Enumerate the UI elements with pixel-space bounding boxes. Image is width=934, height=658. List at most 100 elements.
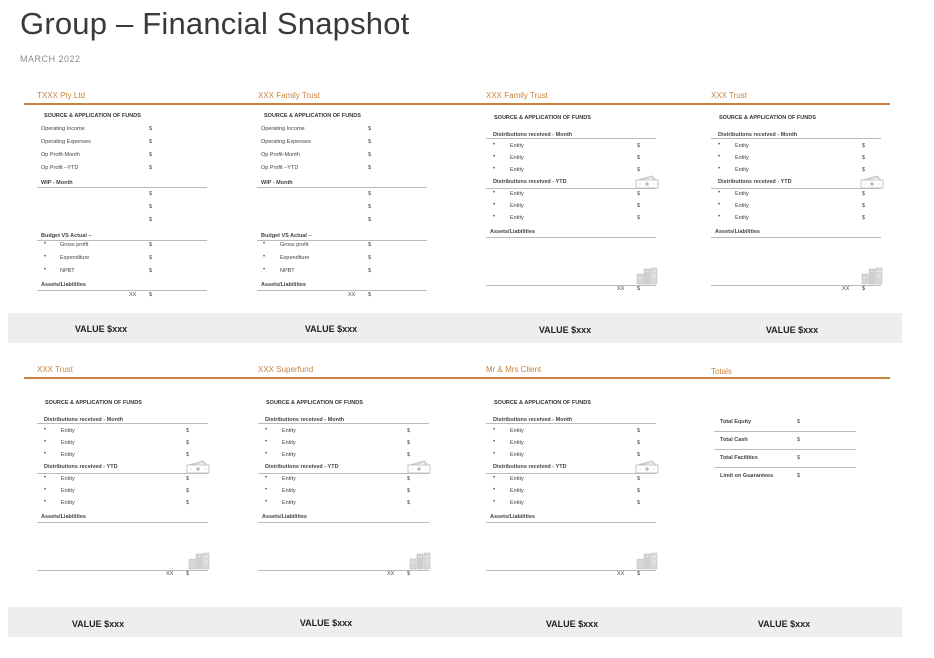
- bullet: •: [263, 241, 266, 247]
- dollar: $: [186, 500, 190, 506]
- dollar: $: [368, 242, 372, 248]
- dollar: $: [637, 428, 641, 434]
- dollar: $: [637, 143, 641, 149]
- top-section-rule: [24, 103, 890, 105]
- rule: [711, 138, 881, 139]
- rule: [486, 423, 656, 424]
- dollar: $: [637, 571, 641, 577]
- rule: [257, 187, 427, 188]
- entity-value: VALUE $xxx: [299, 618, 353, 628]
- section-heading: SOURCE & APPLICATION OF FUNDS: [719, 115, 816, 121]
- row-heading: Budget VS Actual –: [41, 233, 92, 239]
- entity-label: Entity: [510, 155, 524, 161]
- xx-label: XX: [129, 292, 137, 298]
- row-label: NPBT: [280, 268, 295, 274]
- bullet: •: [265, 487, 268, 493]
- bullet: •: [44, 254, 47, 260]
- section-heading: SOURCE & APPLICATION OF FUNDS: [44, 113, 141, 119]
- entity-label: Entity: [282, 428, 296, 434]
- dollar: $: [368, 139, 372, 145]
- bullet: •: [718, 190, 721, 196]
- dollar: $: [637, 167, 641, 173]
- bullet: •: [44, 475, 47, 481]
- rule: [258, 423, 429, 424]
- rule: [486, 237, 656, 238]
- row-heading: Assets/Liabilities: [261, 282, 306, 288]
- bullet: •: [265, 439, 268, 445]
- rule: [37, 570, 208, 571]
- dollar: $: [637, 191, 641, 197]
- dollar: $: [407, 440, 411, 446]
- entity-name: Mr & Mrs Client: [486, 365, 542, 374]
- bullet: •: [44, 267, 47, 273]
- entity-name: XXX Trust: [37, 365, 74, 374]
- dollar: $: [368, 268, 372, 274]
- row-heading: Distributions received - YTD: [265, 464, 339, 470]
- bullet: •: [493, 154, 496, 160]
- bullet: •: [265, 499, 268, 505]
- entity-label: Entity: [510, 500, 524, 506]
- row-heading: Distributions received - YTD: [493, 179, 567, 185]
- rule: [711, 237, 881, 238]
- rule: [486, 188, 656, 189]
- entity-name: XXX Family Trust: [258, 91, 320, 100]
- dollar: $: [862, 215, 866, 221]
- dollar: $: [149, 139, 153, 145]
- dollar: $: [186, 428, 190, 434]
- rule: [37, 473, 208, 474]
- row-heading: Distributions received - Month: [718, 132, 798, 138]
- dollar: $: [368, 292, 372, 298]
- dollar: $: [149, 152, 153, 158]
- xx-label: XX: [348, 292, 356, 298]
- bullet: •: [718, 142, 721, 148]
- entity-label: Entity: [282, 476, 296, 482]
- rule: [486, 138, 656, 139]
- cash-icon: [635, 460, 659, 479]
- bottom-section-rule: [24, 377, 890, 379]
- rule: [37, 290, 207, 291]
- rule: [714, 467, 856, 468]
- dollar: $: [186, 476, 190, 482]
- dollar: $: [407, 476, 411, 482]
- dollar: $: [149, 126, 153, 132]
- row-label: NPBT: [60, 268, 75, 274]
- xx-label: XX: [166, 571, 174, 577]
- bullet: •: [493, 439, 496, 445]
- dollar: $: [407, 500, 411, 506]
- building-icon: [409, 552, 431, 575]
- section-heading: SOURCE & APPLICATION OF FUNDS: [266, 400, 363, 406]
- row-label: Operating Income: [41, 126, 85, 132]
- rule: [486, 285, 656, 286]
- xx-label: XX: [842, 286, 850, 292]
- rule: [258, 570, 429, 571]
- xx-label: XX: [617, 286, 625, 292]
- entity-name: XXX Trust: [711, 91, 748, 100]
- dollar: $: [149, 242, 153, 248]
- entity-label: Entity: [510, 428, 524, 434]
- dollar: $: [797, 419, 801, 425]
- cash-icon: [860, 175, 884, 194]
- entity-label: Entity: [61, 500, 75, 506]
- page-title: Group – Financial Snapshot: [20, 6, 410, 41]
- dollar: $: [862, 203, 866, 209]
- entity-label: Entity: [735, 215, 749, 221]
- bullet: •: [265, 475, 268, 481]
- dollar: $: [637, 488, 641, 494]
- rule: [257, 240, 427, 241]
- row-heading: Distributions received - YTD: [718, 179, 792, 185]
- dollar: $: [149, 255, 153, 261]
- entity-label: Entity: [510, 440, 524, 446]
- row-label: Op Profit-Month: [41, 152, 80, 158]
- entity-label: Entity: [510, 452, 524, 458]
- building-icon: [636, 552, 658, 575]
- bullet: •: [718, 214, 721, 220]
- entity-label: Entity: [282, 500, 296, 506]
- row-label: Gross profit: [280, 242, 309, 248]
- total-equity-label: Total Equity: [720, 419, 752, 425]
- entity-value: VALUE $xxx: [71, 619, 125, 629]
- entity-label: Entity: [735, 203, 749, 209]
- row-heading: Distributions received - YTD: [44, 464, 118, 470]
- dollar: $: [407, 488, 411, 494]
- dollar: $: [407, 452, 411, 458]
- row-heading: Distributions received - Month: [493, 417, 573, 423]
